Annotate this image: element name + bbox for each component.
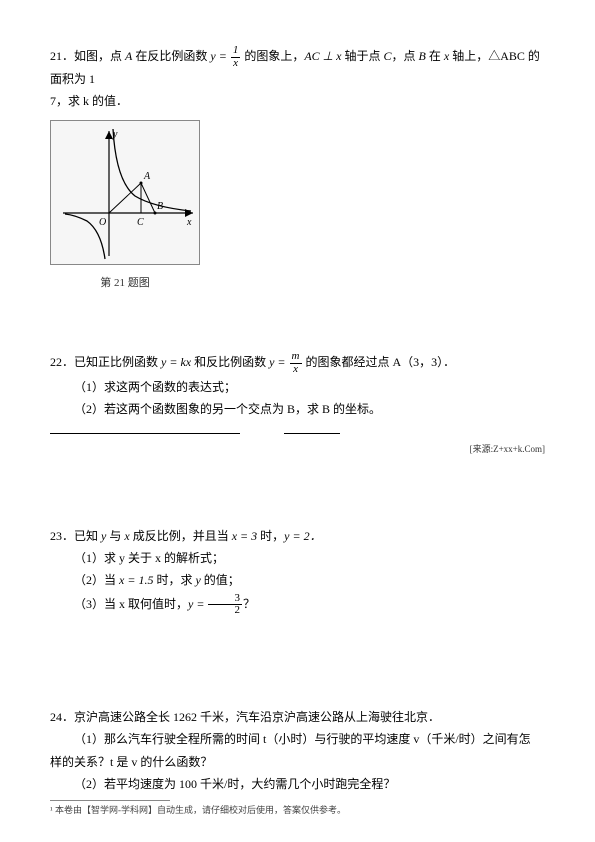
q23-t3: 成反比例，并且当 bbox=[130, 529, 232, 543]
q23-t4: 时， bbox=[257, 529, 284, 543]
footnote-text: ¹ 本卷由【智学网-学科网】自动生成，请仔细校对后使用，答案仅供参考。 bbox=[50, 803, 545, 818]
q22-p2: （2）若这两个函数图象的另一个交点为 B，求 B 的坐标。 bbox=[50, 399, 545, 440]
q21-yeq: y = bbox=[210, 49, 226, 63]
q22-blank1 bbox=[50, 421, 240, 434]
q21-t5: ，点 bbox=[391, 49, 418, 63]
axis-y-label: y bbox=[112, 129, 118, 140]
q23-p3: （3）当 x 取何值时，y = 32？ bbox=[50, 593, 545, 617]
q22-stem: 22．已知正比例函数 y = kx 和反比例函数 y = mx 的图象都经过点 … bbox=[50, 351, 545, 375]
q23-p1: （1）求 y 关于 x 的解析式； bbox=[50, 548, 545, 568]
q22-blank2 bbox=[284, 421, 340, 434]
q21-t2: 在反比例函数 bbox=[132, 49, 210, 63]
q22-p1: （1）求这两个函数的表达式； bbox=[50, 377, 545, 397]
q22-frac-d: x bbox=[290, 364, 302, 376]
q22-t2: 和反比例函数 bbox=[191, 355, 269, 369]
q21-acx: AC ⊥ x bbox=[304, 49, 341, 63]
q23-yeq: y = bbox=[188, 596, 204, 610]
q21-t1: 21．如图，点 bbox=[50, 49, 125, 63]
q23-p2: （2）当 x = 1.5 时，求 y 的值； bbox=[50, 570, 545, 590]
q21-stem: 21．如图，点 A 在反比例函数 y = 1x 的图象上，AC ⊥ x 轴于点 … bbox=[50, 45, 545, 89]
q23-p2b: 时，求 bbox=[153, 573, 195, 587]
q23-x15: x = 1.5 bbox=[119, 573, 153, 587]
q21-figure-wrap: y x O A B C 第 21 题图 bbox=[50, 120, 545, 293]
q23-t2: 与 bbox=[106, 529, 124, 543]
q21-t6: 在 bbox=[426, 49, 444, 63]
q21-frac-n: 1 bbox=[231, 45, 241, 58]
q22-tag: [来源:Z+xx+k.Com] bbox=[470, 442, 545, 457]
q21-B: B bbox=[419, 49, 426, 63]
q23-p2a: （2）当 bbox=[74, 573, 119, 587]
pt-B: B bbox=[157, 201, 163, 212]
q22-p2a: （2）若这两个函数图象的另一个交点为 B，求 B 的坐标。 bbox=[74, 402, 381, 416]
q21-frac: 1x bbox=[231, 45, 241, 69]
q24-p2: （2）若平均速度为 100 千米/时，大约需几个小时跑完全程？ bbox=[50, 774, 545, 794]
q22-frac: mx bbox=[290, 351, 302, 375]
q21-svg: y x O A B C bbox=[51, 121, 201, 266]
q22-yeq: y = bbox=[269, 355, 285, 369]
q22-t3: 的图象都经过点 A（3，3）． bbox=[303, 355, 456, 369]
footnote: ¹ 本卷由【智学网-学科网】自动生成，请仔细校对后使用，答案仅供参考。 bbox=[50, 800, 545, 818]
q23-t1: 23．已知 bbox=[50, 529, 101, 543]
q21-t7: 轴上， bbox=[449, 49, 488, 63]
footnote-divider bbox=[50, 800, 170, 801]
axis-x-label: x bbox=[186, 217, 192, 228]
q24-stem: 24．京沪高速公路全长 1262 千米，汽车沿京沪高速公路从上海驶往北京． bbox=[50, 707, 545, 727]
q21-caption: 第 21 题图 bbox=[50, 274, 200, 293]
q23-frac: 32 bbox=[208, 593, 242, 617]
q21-line2: 7，求 k 的值． bbox=[50, 91, 545, 111]
q22-ykx: y = kx bbox=[161, 355, 191, 369]
pt-C: C bbox=[137, 217, 144, 228]
q23-frac-d: 2 bbox=[208, 605, 242, 617]
q24-p1: （1）那么汽车行驶全程所需的时间 t（小时）与行驶的平均速度 v（千米/时）之间… bbox=[50, 729, 545, 749]
q22-frac-n: m bbox=[290, 351, 302, 364]
q23-stem: 23．已知 y 与 x 成反比例，并且当 x = 3 时，y = 2． bbox=[50, 526, 545, 546]
q24-p1b: 样的关系？t 是 v 的什么函数？ bbox=[50, 752, 545, 772]
q23-p2c: 的值； bbox=[201, 573, 240, 587]
q23-y2: y = 2． bbox=[284, 529, 321, 543]
q22-t1: 22．已知正比例函数 bbox=[50, 355, 161, 369]
q21-t3: 的图象上， bbox=[241, 49, 304, 63]
q21-figure: y x O A B C bbox=[50, 120, 200, 265]
q21-frac-d: x bbox=[231, 58, 241, 70]
q23-p3b: ？ bbox=[243, 596, 255, 610]
q23-p3a: （3）当 x 取何值时， bbox=[74, 596, 188, 610]
q23-x3: x = 3 bbox=[232, 529, 257, 543]
q21-t4: 轴于点 bbox=[341, 49, 383, 63]
pt-O: O bbox=[99, 217, 106, 228]
pt-A: A bbox=[143, 171, 151, 182]
